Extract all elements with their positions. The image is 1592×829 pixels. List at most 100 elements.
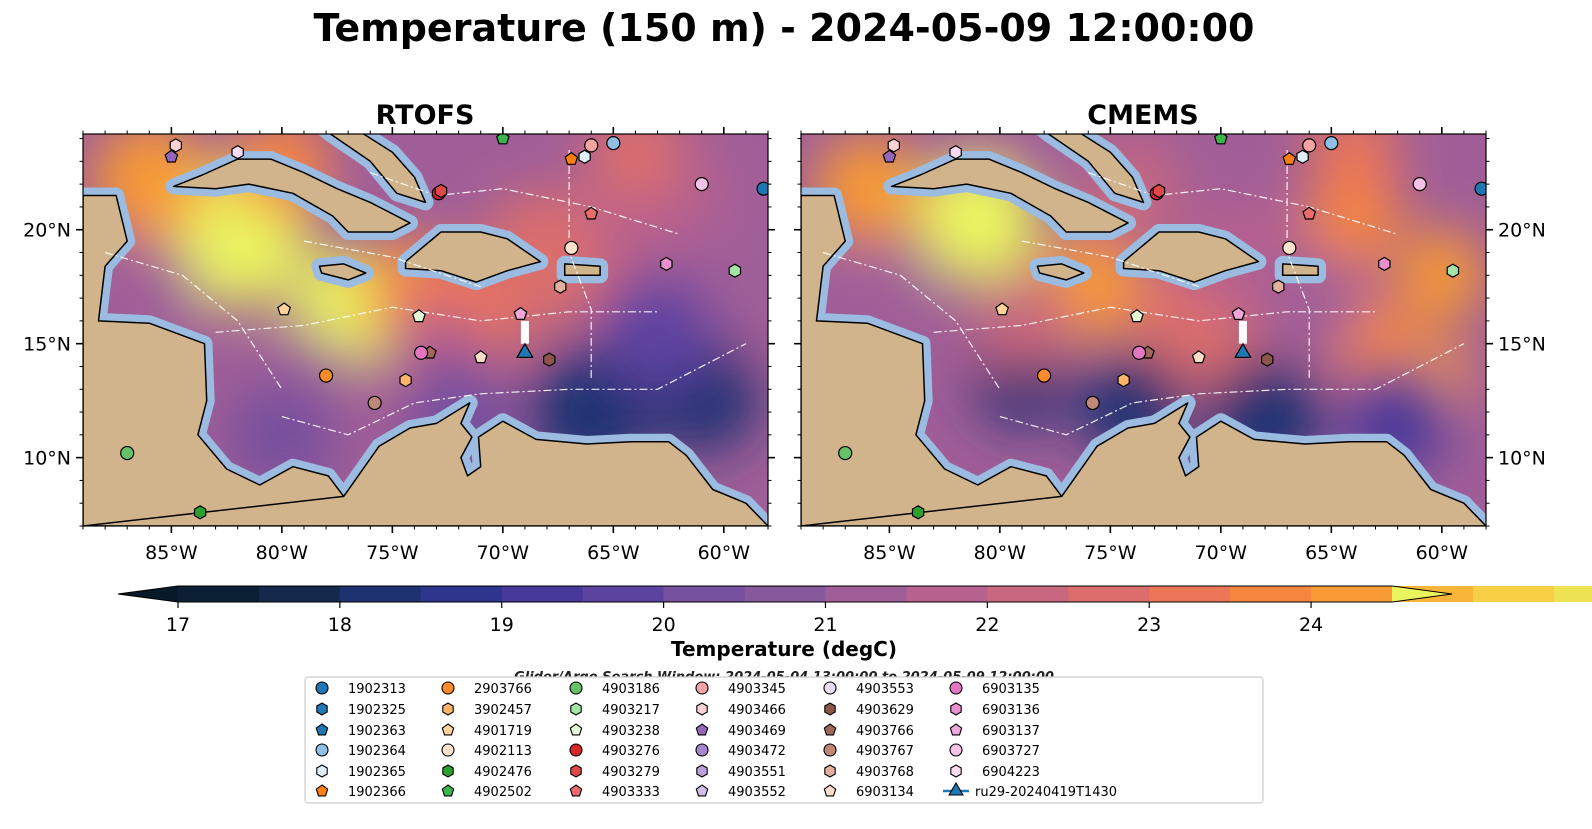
- float-marker-4903768: [1272, 279, 1285, 294]
- x-tick-label: 65°W: [1305, 542, 1358, 564]
- legend-label: ru29-20240419T1430: [975, 785, 1117, 800]
- legend-pentagon-icon: [695, 723, 709, 736]
- colorbar-segment: [1149, 586, 1231, 602]
- colorbar-tick-label: 18: [328, 614, 352, 636]
- legend-label: 4903766: [856, 724, 914, 739]
- colorbar: 17 18 19 20 21 22 23 24: [117, 585, 1592, 636]
- x-tick-label: 75°W: [1084, 542, 1137, 564]
- legend-label: 4902502: [474, 785, 532, 800]
- legend-circle-icon: [695, 743, 709, 757]
- float-marker-1902365: [578, 149, 591, 164]
- legend-label: 4902476: [474, 765, 532, 780]
- legend-label: 3902457: [474, 703, 532, 718]
- temperature-patch: [228, 380, 335, 490]
- land-hispaniola: [404, 231, 542, 283]
- legend-label: 4903333: [602, 785, 660, 800]
- legend-hexagon-icon: [570, 702, 582, 716]
- float-marker-4903345: [1302, 138, 1317, 153]
- land-florida: [238, 88, 278, 106]
- x-tick-label: 70°W: [477, 542, 530, 564]
- float-marker-4901719: [995, 302, 1010, 316]
- boundary-line: [933, 306, 1376, 333]
- float-marker-1902366: [1282, 151, 1297, 165]
- legend-pentagon-icon: [315, 784, 329, 797]
- legend-circle-icon: [695, 681, 709, 695]
- float-marker-3902457: [399, 372, 412, 388]
- colorbar-segment: [987, 586, 1069, 602]
- float-marker-4903186: [838, 445, 853, 461]
- colorbar-segment: [258, 586, 341, 602]
- float-marker-4902502: [495, 134, 510, 145]
- shelf-area: [238, 88, 278, 106]
- legend-label: 4903472: [728, 744, 786, 759]
- float-marker-4902113: [564, 240, 579, 256]
- temperature-patch: [100, 238, 198, 340]
- legend-label: 6904223: [982, 765, 1040, 780]
- float-marker-4903333: [1302, 206, 1317, 220]
- float-marker-2903766: [1036, 368, 1052, 383]
- land-south-america: [801, 402, 1486, 526]
- legend-label: 1902365: [348, 765, 406, 780]
- legend-label: 6903137: [982, 724, 1040, 739]
- legend-circle-icon: [315, 743, 329, 757]
- y-tick-label: 20°N: [1498, 220, 1546, 242]
- land-cuba: [172, 158, 411, 233]
- colorbar-tick-label: 21: [813, 614, 837, 636]
- float-marker-4903767: [1085, 395, 1100, 411]
- x-tick-label: 60°W: [698, 542, 751, 564]
- legend-label: 4903217: [602, 703, 660, 718]
- legend-circle-icon: [441, 743, 455, 757]
- legend: 1902313 1902325 1902363 1902364 1902365 19023…: [304, 676, 1264, 804]
- legend-label: 2903766: [474, 682, 532, 697]
- float-marker-2903766: [318, 368, 334, 383]
- colorbar-segment: [1230, 586, 1312, 602]
- float-marker-6903134: [473, 350, 488, 364]
- colorbar-segment: [582, 586, 665, 602]
- land-jamaica: [1036, 263, 1085, 281]
- legend-pentagon-icon: [441, 723, 455, 736]
- boundary-line: [370, 172, 680, 235]
- glider-marker: [516, 342, 534, 358]
- float-marker-4903469: [164, 149, 179, 163]
- colorbar-tick-label: 24: [1299, 614, 1323, 636]
- legend-hexagon-icon: [696, 702, 708, 716]
- boundary-line: [1021, 240, 1199, 288]
- temperature-patch: [1397, 229, 1486, 321]
- float-marker-6904223: [231, 145, 244, 160]
- colorbar-tick-label: 22: [975, 614, 999, 636]
- boundary-line: [281, 343, 747, 436]
- legend-label: 4903466: [728, 703, 786, 718]
- legend-label: 4903276: [602, 744, 660, 759]
- boundary-line: [999, 343, 1465, 436]
- float-marker-4902476: [911, 505, 925, 520]
- legend-hexagon-icon: [442, 702, 454, 716]
- legend-hexagon-icon: [316, 702, 328, 716]
- float-marker-6904223: [949, 145, 962, 160]
- float-marker-6903135: [1131, 345, 1147, 360]
- colorbar-segment: [663, 586, 746, 602]
- y-tick-label: 20°N: [23, 220, 71, 242]
- colorbar-segment: [744, 586, 826, 602]
- boundary-line: [822, 251, 1001, 390]
- legend-pentagon-icon: [695, 784, 709, 797]
- x-tick-label: 80°W: [256, 542, 309, 564]
- float-marker-6903136: [1378, 256, 1391, 272]
- colorbar-label: Temperature (degC): [671, 637, 897, 661]
- legend-label: 4903345: [728, 682, 786, 697]
- float-marker-4902476: [193, 505, 207, 520]
- legend-circle-icon: [823, 743, 837, 757]
- colorbar-segment: [1311, 586, 1393, 602]
- float-marker-4902502: [1213, 134, 1228, 145]
- legend-hexagon-icon: [442, 764, 454, 778]
- float-marker-6903137: [1231, 306, 1246, 320]
- temperature-patch: [480, 188, 614, 326]
- map-frame: [82, 133, 769, 527]
- colorbar-tick-label: 20: [652, 614, 676, 636]
- float-marker-4903469: [882, 149, 897, 163]
- float-marker-1902313: [1474, 181, 1486, 196]
- legend-hexagon-icon: [824, 702, 836, 716]
- legend-label: 4902113: [474, 744, 532, 759]
- temperature-patch: [973, 270, 1071, 372]
- colorbar-segment: [1068, 586, 1150, 602]
- float-marker-4903217: [1446, 263, 1460, 278]
